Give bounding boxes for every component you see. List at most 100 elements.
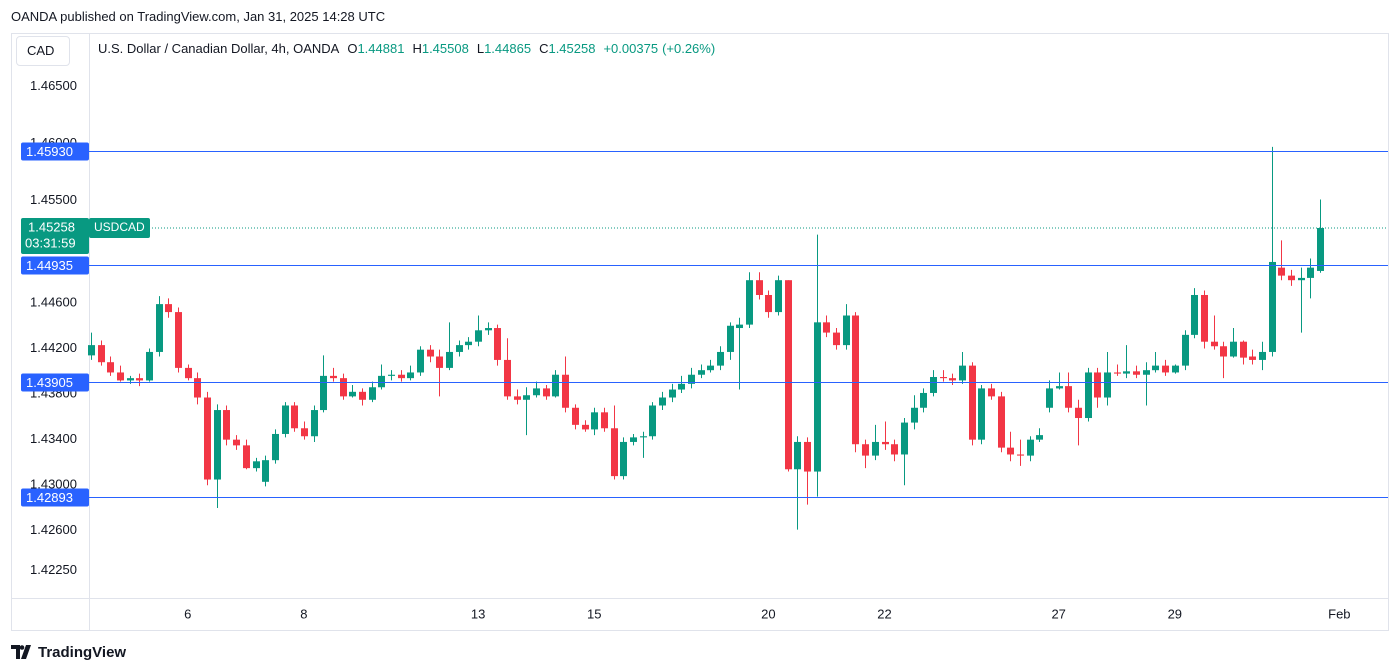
candle-body xyxy=(969,365,976,440)
candle-body xyxy=(165,304,172,313)
legend-value: 1.44865 xyxy=(484,41,532,56)
candle-body xyxy=(117,372,124,381)
candle-body xyxy=(146,351,153,381)
candle-body xyxy=(1007,447,1014,455)
legend-key: C xyxy=(539,41,549,56)
candle-body xyxy=(717,351,724,366)
legend-key: O xyxy=(347,41,358,56)
candle-body xyxy=(649,405,656,437)
currency-button[interactable]: CAD xyxy=(16,36,70,66)
candle-body xyxy=(843,315,850,346)
candle-body xyxy=(514,396,521,400)
candle-body xyxy=(727,325,734,352)
level-label-box xyxy=(21,373,89,392)
candle-body xyxy=(427,349,434,357)
candle-body xyxy=(1056,386,1063,389)
candle-body xyxy=(388,374,395,376)
candle-body xyxy=(262,460,269,482)
candle-body xyxy=(523,395,530,400)
candle-body xyxy=(475,330,482,342)
candle-body xyxy=(1317,228,1324,271)
candle-body xyxy=(446,351,453,368)
x-tick-label: 13 xyxy=(471,606,485,621)
legend-change: +0.00375 xyxy=(603,41,659,56)
symbol-tag-box xyxy=(89,218,150,239)
legend-key: H xyxy=(412,41,422,56)
candle-body xyxy=(1143,370,1150,375)
candle-body xyxy=(872,441,879,456)
legend-value: 1.45508 xyxy=(421,41,469,56)
y-tick-label: 1.46500 xyxy=(30,78,77,93)
candle-body xyxy=(1133,371,1140,375)
candle-body xyxy=(136,378,143,381)
candle-body xyxy=(398,374,405,379)
candle-body xyxy=(291,405,298,429)
candle-body xyxy=(340,378,347,397)
candle-body xyxy=(620,441,627,477)
candle-body xyxy=(785,280,792,470)
candle-body xyxy=(272,433,279,461)
symbol-tag: USDCAD xyxy=(94,220,145,234)
x-tick-label: 15 xyxy=(587,606,601,621)
candle-body xyxy=(988,388,995,397)
candle-body xyxy=(485,328,492,331)
footer: TradingView xyxy=(11,641,126,663)
level-label: 1.44935 xyxy=(26,258,73,273)
candle-body xyxy=(156,304,163,352)
candle-body xyxy=(253,461,260,469)
candle-body xyxy=(833,332,840,346)
candle-body xyxy=(311,410,318,437)
candle-body xyxy=(204,397,211,480)
candle-body xyxy=(98,345,105,363)
candle-body xyxy=(417,349,424,373)
legend-key: L xyxy=(476,41,485,56)
candle-body xyxy=(1027,439,1034,456)
candle-body xyxy=(611,428,618,477)
candle-body xyxy=(1278,267,1285,276)
candle-body xyxy=(765,294,772,313)
candle-body xyxy=(1298,277,1305,281)
logo xyxy=(11,645,31,659)
y-tick-label: 1.42250 xyxy=(30,562,77,577)
candle-body xyxy=(930,377,937,393)
level-label-box xyxy=(21,256,89,275)
candle-body xyxy=(794,441,801,470)
level-label: 1.43905 xyxy=(26,375,73,390)
candle-body xyxy=(940,377,947,379)
candle-body xyxy=(1307,267,1314,278)
candle-body xyxy=(707,365,714,371)
candle-body xyxy=(978,388,985,440)
candle-body xyxy=(330,375,337,379)
y-tick-label: 1.44200 xyxy=(30,340,77,355)
candle-body xyxy=(88,345,95,356)
candle-body xyxy=(194,378,201,398)
candle-body xyxy=(1172,365,1179,373)
candle-body xyxy=(1094,372,1101,398)
candle-body xyxy=(736,324,743,329)
candle-body xyxy=(862,444,869,456)
candle-body xyxy=(1191,294,1198,335)
candle-body xyxy=(640,436,647,438)
candle-body xyxy=(698,370,705,375)
candle-body xyxy=(852,315,859,445)
candle-body xyxy=(1249,356,1256,360)
candle-body xyxy=(1104,372,1111,398)
candle-body xyxy=(804,441,811,472)
legend-value: 1.45258 xyxy=(548,41,596,56)
last-price-label: 1.45258 xyxy=(28,219,75,234)
candle-body xyxy=(1269,261,1276,352)
candle-body xyxy=(456,345,463,352)
candle-body xyxy=(465,341,472,346)
candle-body xyxy=(814,322,821,472)
candle-body xyxy=(301,428,308,437)
candle-body xyxy=(543,388,550,397)
candle-body xyxy=(127,378,134,381)
candle-body xyxy=(1201,294,1208,342)
chart-frame xyxy=(11,33,1389,631)
candle-body xyxy=(891,444,898,455)
candle-body xyxy=(369,387,376,400)
candle-body xyxy=(1259,351,1266,360)
candle-body xyxy=(233,439,240,446)
candle-body xyxy=(494,328,501,360)
